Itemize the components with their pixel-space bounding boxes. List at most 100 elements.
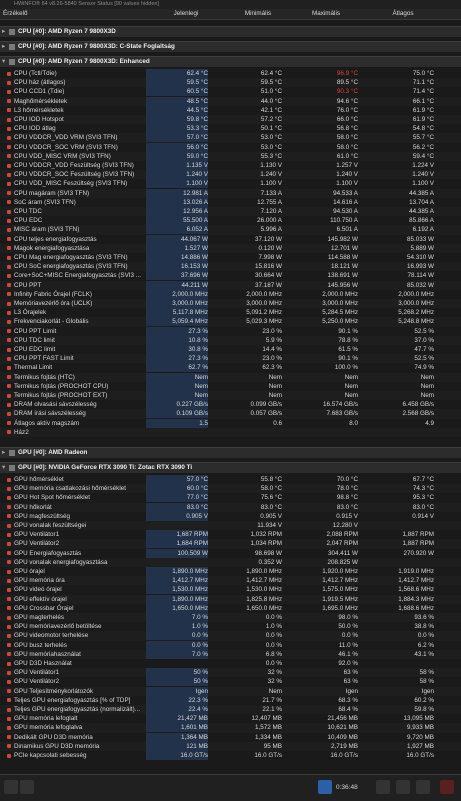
sensor-value: 7.133 A xyxy=(260,189,282,197)
sensor-value: 90.1 % xyxy=(338,327,358,335)
sensor-value: 57.0 °C xyxy=(146,475,208,484)
chip-icon xyxy=(9,59,15,65)
sensor-value: 6.2 % xyxy=(417,641,434,649)
sensor-value: 37.187 W xyxy=(255,281,282,289)
sensor-value: 1,919.0 MHz xyxy=(398,568,434,575)
sensor-value: 1.100 V xyxy=(146,179,208,189)
sensor-value: 13.026 A xyxy=(146,197,208,207)
sensor-value: 30.8 % xyxy=(146,345,208,354)
sensor-value: 1.0 % xyxy=(146,622,208,632)
sensor-value: 15.816 W xyxy=(255,263,282,271)
close-button[interactable] xyxy=(440,780,454,794)
sensor-row: Frekvenciakorlát - Globális 5,059.4 MHz 5,… xyxy=(0,317,461,327)
sensor-value: 83.0 °C xyxy=(336,503,358,511)
sensor-value: 16.574 GB/s xyxy=(322,401,358,409)
sensor-value: 1.135 V xyxy=(146,161,208,170)
sensor-value: 2,719 MB xyxy=(331,742,358,750)
sensor-value: 78.114 W xyxy=(407,272,435,280)
sensor-row: Dedikált GPU D3D memória 1,364 MB 1,334 MB… xyxy=(0,732,461,742)
sensor-value: 5,248.8 MHz xyxy=(398,318,434,326)
sensor-value: 16.0 GT/s xyxy=(330,752,358,759)
sensor-value: 1,034 RPM xyxy=(250,540,283,548)
sensor-value: 22.3 % xyxy=(146,695,208,705)
sensor-value: 23.0 % xyxy=(262,327,282,335)
sensor-value: 57.2 °C xyxy=(260,116,282,123)
nav-right-button[interactable] xyxy=(20,780,34,794)
sensor-row: CPU ház (átlagos) 59.5 °C 59.5 °C 89.5 °C 71… xyxy=(0,78,461,88)
sensor-value: 46.1 % xyxy=(338,650,358,658)
sensor-value: 1,920.0 MHz xyxy=(322,568,358,575)
sensor-icon xyxy=(7,495,11,500)
sensor-value: 114.588 W xyxy=(328,254,358,261)
sensor-value: 56.2 °C xyxy=(412,143,434,151)
sensor-value: 1.5 xyxy=(146,418,208,428)
sensor-icon xyxy=(7,329,11,334)
sensor-value: 50 % xyxy=(146,677,208,687)
sensor-value: 37.0 % xyxy=(414,336,434,344)
sensor-row: CPU Mag energiafogyasztás (SVI3 TFN) 14.8… xyxy=(0,253,461,263)
sensor-row: Teljes GPU energiafogyasztás (normalizál… xyxy=(0,705,461,715)
expand-arrow: ▸ xyxy=(2,43,6,50)
sensor-icon xyxy=(7,246,11,251)
sensor-value: 1,032 RPM xyxy=(250,531,283,539)
sensor-value: 1.100 V xyxy=(260,180,282,188)
sensor-value: Igen xyxy=(421,687,434,695)
sensor-value: 4.9 xyxy=(425,419,434,427)
sensor-value: 50 % xyxy=(146,668,208,678)
sensor-value: Nem xyxy=(420,382,434,390)
sensor-icon xyxy=(7,670,11,675)
sensor-row: GPU Teljesítménykorlátozók Igen Nem Igen Ige… xyxy=(0,686,461,696)
sensor-value: 61.9 °C xyxy=(412,116,434,123)
sensor-value: 94.530 A xyxy=(333,208,358,215)
expand-arrow: ▾ xyxy=(2,58,6,65)
group-row[interactable]: ▸ GPU [#0]: AMD Radeon xyxy=(0,447,461,458)
sensor-value: 14.4 % xyxy=(262,346,282,353)
chip-icon xyxy=(9,465,15,471)
sensor-row: GPU effektív órajel 1,890.0 MHz 1,825.8 MH… xyxy=(0,594,461,604)
sensor-value: 1,530.0 MHz xyxy=(146,585,208,595)
sensor-value: 1,919.5 MHz xyxy=(322,595,358,603)
sensor-value: 1.240 V xyxy=(146,170,208,180)
sensor-icon xyxy=(7,181,11,186)
sensor-value: 62.7 % xyxy=(146,363,208,373)
group-row[interactable]: ▾ GPU [#0]: NVIDIA GeForce RTX 3090 Ti: Z… xyxy=(0,462,461,473)
sensor-value: 61.9 °C xyxy=(412,106,434,114)
sensor-value: 0.0 % xyxy=(417,632,434,640)
sensor-row: GPU vonalak feszültségei 11.934 V 12.280 V xyxy=(0,521,461,531)
sensor-row: DRAM írási sávszélesség 0.109 GB/s 0.057 G… xyxy=(0,409,461,419)
group-row[interactable]: ▸ CPU [#0]: AMD Ryzen 7 9800X3D: C-State … xyxy=(0,41,461,52)
sensor-icon xyxy=(7,237,11,242)
group-row[interactable]: ▸ CPU [#0]: AMD Ryzen 7 9800X3D xyxy=(0,26,461,37)
sensor-value: 59.4 °C xyxy=(412,152,434,160)
sensor-icon xyxy=(7,578,11,583)
sensor-value: 1.100 V xyxy=(412,180,434,188)
sensor-value: 52.5 % xyxy=(414,355,434,363)
group-row[interactable]: ▾ CPU [#0]: AMD Ryzen 7 9800X3D: Enhanced xyxy=(0,56,461,67)
expand-arrow: ▸ xyxy=(2,28,6,35)
sensor-value: 75.0 °C xyxy=(412,70,434,77)
sensor-value: 0.0 % xyxy=(341,632,358,640)
sensor-row: GPU órajel 1,890.0 MHz 1,890.0 MHz 1,920.0 … xyxy=(0,567,461,577)
log-button[interactable] xyxy=(416,780,430,794)
sensor-value: 1,890.0 MHz xyxy=(146,567,208,576)
network-button[interactable] xyxy=(318,780,332,794)
reset-button[interactable] xyxy=(376,780,390,794)
sensor-value: 44.067 W xyxy=(146,234,208,244)
sensor-row: GPU Hot Spot hőmérséklet 77.0 °C 75.6 °C 98… xyxy=(0,493,461,503)
sensor-icon xyxy=(7,486,11,491)
nav-left-button[interactable] xyxy=(4,780,18,794)
sensor-value: 1.130 V xyxy=(260,162,282,169)
sensor-value: 5.996 A xyxy=(260,226,282,234)
sensor-value: 1,412.7 MHz xyxy=(146,576,208,586)
sensor-value: Nem xyxy=(344,382,358,390)
sensor-icon xyxy=(7,99,11,104)
sensor-row: GPU magfeszültség 0.905 V 0.905 V 0.915 V 0.… xyxy=(0,511,461,521)
settings-button[interactable] xyxy=(396,780,410,794)
sensor-value: 208.825 W xyxy=(327,558,358,566)
sensor-value: 138.691 W xyxy=(327,272,358,280)
column-header: Érzékelő Jelenlegi Minimális Maximális Átlag… xyxy=(0,9,461,20)
sensor-value: 0.6 xyxy=(273,419,282,427)
sensor-value: 37.696 W xyxy=(146,271,208,281)
sensor-icon xyxy=(7,145,11,150)
sensor-row: DRAM olvasási sávszélesség 0.227 GB/s 0.09… xyxy=(0,400,461,410)
